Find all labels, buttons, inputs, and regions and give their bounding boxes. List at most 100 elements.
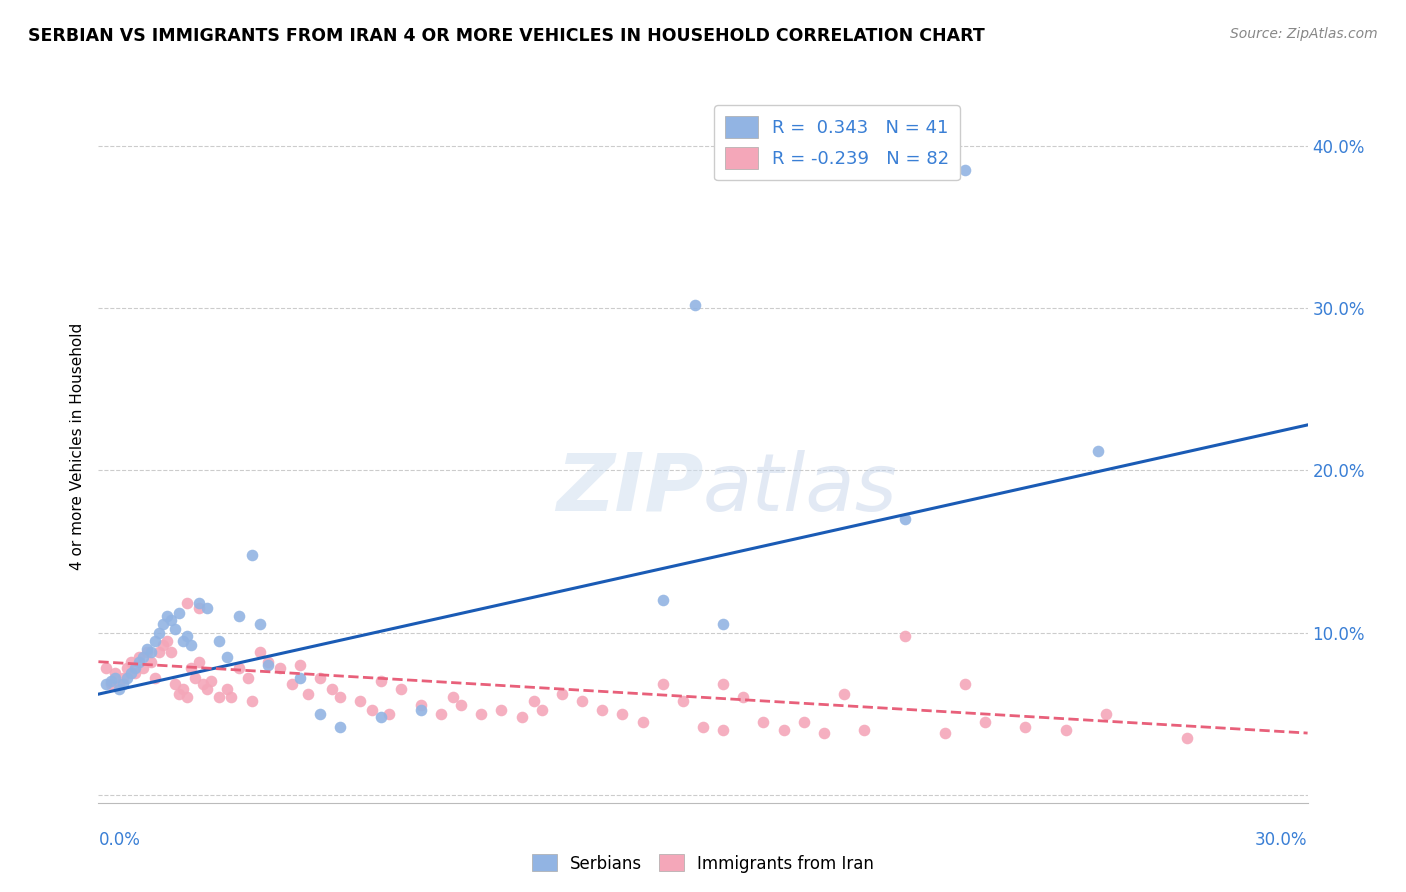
- Point: [281, 677, 304, 691]
- Point: [523, 693, 546, 707]
- Point: [297, 687, 319, 701]
- Point: [711, 617, 734, 632]
- Point: [200, 674, 222, 689]
- Point: [1175, 731, 1198, 745]
- Point: [651, 593, 673, 607]
- Point: [124, 666, 146, 681]
- Point: [1095, 706, 1118, 721]
- Point: [188, 601, 211, 615]
- Point: [107, 682, 129, 697]
- Point: [441, 690, 464, 705]
- Point: [612, 706, 634, 721]
- Point: [571, 693, 593, 707]
- Point: [672, 693, 695, 707]
- Point: [152, 617, 174, 632]
- Point: [974, 714, 997, 729]
- Point: [195, 601, 218, 615]
- Point: [1054, 723, 1077, 737]
- Point: [135, 645, 157, 659]
- Point: [370, 710, 392, 724]
- Y-axis label: 4 or more Vehicles in Household: 4 or more Vehicles in Household: [70, 322, 86, 570]
- Point: [208, 690, 231, 705]
- Point: [160, 645, 183, 659]
- Point: [793, 714, 815, 729]
- Point: [249, 617, 271, 632]
- Point: [143, 633, 166, 648]
- Point: [813, 726, 835, 740]
- Point: [148, 625, 170, 640]
- Point: [510, 710, 533, 724]
- Point: [228, 661, 250, 675]
- Point: [172, 682, 194, 697]
- Point: [160, 613, 183, 627]
- Point: [167, 606, 190, 620]
- Point: [361, 703, 384, 717]
- Point: [409, 703, 432, 717]
- Point: [184, 671, 207, 685]
- Point: [163, 677, 186, 691]
- Point: [132, 649, 155, 664]
- Point: [156, 609, 179, 624]
- Point: [111, 671, 134, 685]
- Point: [100, 674, 122, 689]
- Point: [470, 706, 492, 721]
- Point: [176, 629, 198, 643]
- Point: [329, 690, 352, 705]
- Point: [491, 703, 513, 717]
- Point: [711, 723, 734, 737]
- Point: [591, 703, 613, 717]
- Point: [120, 666, 142, 681]
- Point: [135, 641, 157, 656]
- Point: [172, 633, 194, 648]
- Point: [683, 298, 706, 312]
- Point: [100, 677, 122, 691]
- Point: [853, 723, 876, 737]
- Point: [631, 714, 654, 729]
- Point: [111, 677, 134, 691]
- Point: [103, 666, 125, 681]
- Point: [240, 548, 263, 562]
- Point: [217, 649, 239, 664]
- Point: [180, 639, 202, 653]
- Point: [953, 677, 976, 691]
- Point: [96, 677, 118, 691]
- Point: [188, 655, 211, 669]
- Text: 30.0%: 30.0%: [1256, 831, 1308, 849]
- Point: [148, 645, 170, 659]
- Point: [103, 671, 125, 685]
- Point: [370, 674, 392, 689]
- Point: [208, 633, 231, 648]
- Point: [288, 657, 311, 672]
- Point: [195, 682, 218, 697]
- Text: SERBIAN VS IMMIGRANTS FROM IRAN 4 OR MORE VEHICLES IN HOUSEHOLD CORRELATION CHAR: SERBIAN VS IMMIGRANTS FROM IRAN 4 OR MOR…: [28, 27, 984, 45]
- Point: [953, 163, 976, 178]
- Point: [139, 655, 162, 669]
- Point: [156, 633, 179, 648]
- Point: [120, 655, 142, 669]
- Point: [221, 690, 243, 705]
- Point: [893, 512, 915, 526]
- Point: [132, 661, 155, 675]
- Point: [115, 661, 138, 675]
- Point: [96, 661, 118, 675]
- Point: [176, 596, 198, 610]
- Point: [115, 671, 138, 685]
- Point: [1087, 443, 1109, 458]
- Legend: Serbians, Immigrants from Iran: Serbians, Immigrants from Iran: [526, 847, 880, 880]
- Point: [176, 690, 198, 705]
- Point: [107, 677, 129, 691]
- Point: [329, 720, 352, 734]
- Point: [651, 677, 673, 691]
- Point: [143, 671, 166, 685]
- Point: [228, 609, 250, 624]
- Point: [163, 622, 186, 636]
- Text: ZIP: ZIP: [555, 450, 703, 528]
- Point: [309, 671, 332, 685]
- Point: [124, 661, 146, 675]
- Point: [530, 703, 553, 717]
- Point: [1014, 720, 1036, 734]
- Point: [934, 726, 956, 740]
- Point: [321, 682, 343, 697]
- Point: [128, 649, 150, 664]
- Text: Source: ZipAtlas.com: Source: ZipAtlas.com: [1230, 27, 1378, 41]
